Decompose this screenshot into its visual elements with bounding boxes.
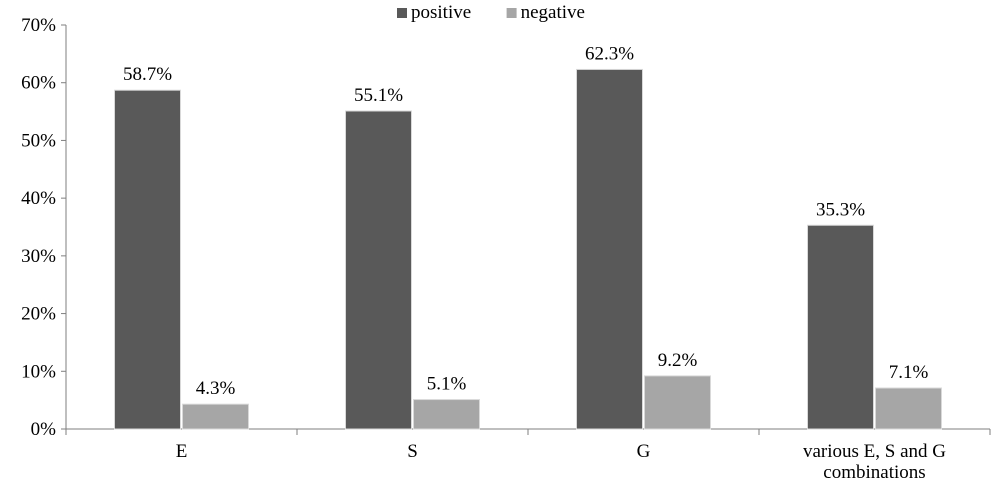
legend-label-positive: positive: [411, 2, 471, 23]
y-tick-label: 10%: [21, 361, 56, 382]
x-category-label: S: [407, 441, 418, 462]
x-category-label: G: [637, 441, 651, 462]
data-label-positive: 58.7%: [123, 64, 172, 85]
y-tick-label: 40%: [21, 188, 56, 209]
data-label-negative: 9.2%: [658, 350, 698, 371]
data-label-positive: 35.3%: [816, 199, 865, 220]
chart-labels: 58.7% 55.1% 62.3% 35.3% 4.3% 5.1% 9.2% 7.1%: [123, 43, 929, 399]
x-category-label: E: [176, 441, 188, 462]
legend-label-negative: negative: [521, 2, 585, 23]
y-tick-label: 50%: [21, 130, 56, 151]
legend-swatch-positive: [397, 8, 407, 18]
bar-positive: [807, 224, 874, 430]
data-label-negative: 4.3%: [196, 378, 236, 399]
data-label-positive: 62.3%: [585, 43, 634, 64]
bar-negative: [413, 399, 480, 430]
bar-positive: [576, 68, 643, 430]
chart-bars: [114, 68, 942, 430]
data-label-positive: 55.1%: [354, 85, 403, 106]
bar-negative: [875, 387, 942, 430]
y-tick-label: 20%: [21, 304, 56, 325]
data-label-negative: 7.1%: [889, 362, 929, 383]
bar-positive: [114, 89, 181, 430]
y-tick-label: 70%: [21, 15, 56, 36]
chart-legend: positive negative: [397, 2, 585, 23]
y-tick-label: 30%: [21, 246, 56, 267]
y-tick-label: 0%: [31, 419, 57, 440]
y-tick-label: 60%: [21, 73, 56, 94]
legend-swatch-negative: [506, 8, 517, 18]
data-label-negative: 5.1%: [427, 374, 467, 395]
bar-negative: [182, 403, 249, 430]
bar-positive: [345, 110, 412, 430]
bar-negative: [644, 375, 711, 430]
